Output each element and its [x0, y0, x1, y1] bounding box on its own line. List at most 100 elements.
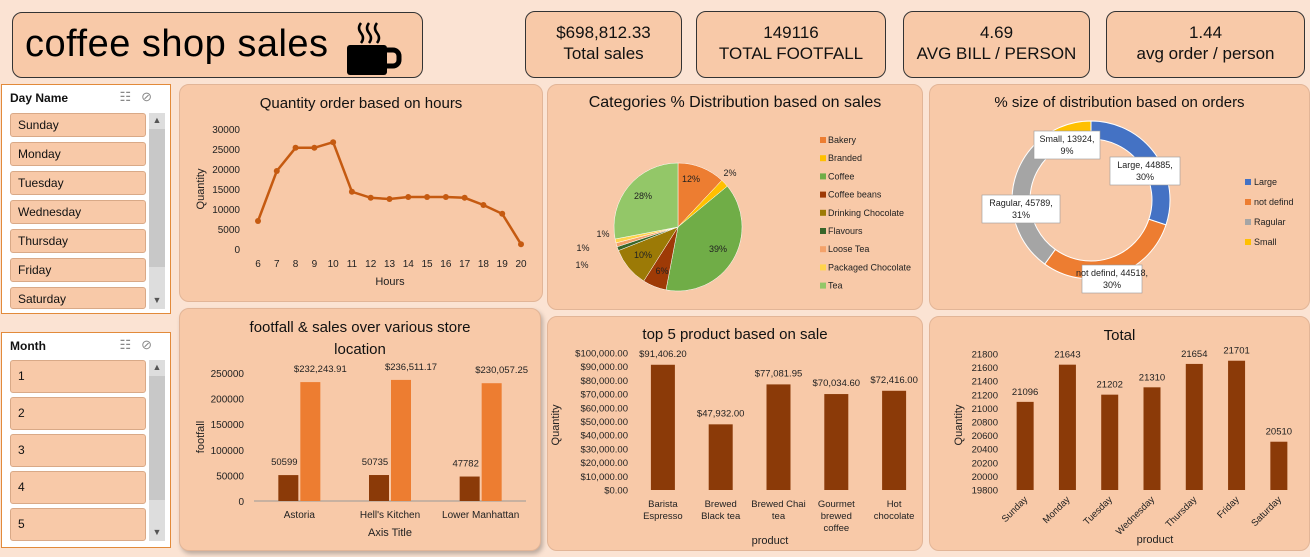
slicer-scrollbar[interactable]: ▲ ▼	[149, 360, 165, 541]
x-tick-label: 6	[255, 259, 261, 270]
bar	[1058, 364, 1076, 490]
legend-label: Flavours	[828, 226, 863, 236]
bar	[1228, 360, 1246, 490]
x-tick-label: Black tea	[701, 511, 741, 522]
bar	[650, 364, 675, 490]
y-tick-label: 20000	[972, 472, 998, 483]
scroll-thumb[interactable]	[149, 376, 165, 500]
donut-data-label: Small, 13924,	[1039, 134, 1094, 144]
slicer-item-thursday[interactable]: Thursday	[10, 229, 146, 253]
y-tick-label: 250000	[211, 369, 245, 380]
pie-slice	[665, 185, 743, 292]
y-tick-label: 50000	[216, 471, 244, 482]
x-tick-label: coffee	[823, 523, 849, 534]
bar	[1101, 394, 1119, 490]
legend-swatch	[820, 282, 826, 289]
slicer-item-month-4[interactable]: 4	[10, 471, 146, 504]
y-tick-label: 200000	[211, 395, 245, 406]
pie-data-label: 10%	[634, 250, 652, 260]
donut-label-box	[1081, 264, 1143, 294]
products-bar-chart: $0.00 $10,000.00 $20,000.00 $30,000.00 $40,0…	[550, 349, 918, 548]
scroll-down-icon[interactable]: ▼	[152, 295, 162, 305]
bar	[1270, 441, 1288, 490]
pie-data-label: 1%	[576, 243, 589, 253]
scroll-down-icon[interactable]: ▼	[152, 527, 162, 537]
scroll-thumb[interactable]	[149, 129, 165, 267]
legend-swatch	[820, 155, 826, 162]
x-tick-label: Friday	[1215, 494, 1242, 521]
data-point	[348, 188, 355, 195]
bar	[300, 382, 321, 501]
kpi-total-footfall: 149116 TOTAL FOOTFALL	[696, 11, 886, 78]
kpi-value: $698,812.33	[556, 23, 651, 42]
kpi-value: 1.44	[1188, 23, 1223, 42]
x-tick-label: 11	[347, 259, 358, 270]
slicer-item-tuesday[interactable]: Tuesday	[10, 171, 146, 195]
legend-swatch	[820, 137, 826, 143]
bar-data-label: 47782	[452, 459, 478, 470]
slicer-item-sunday[interactable]: Sunday	[10, 113, 146, 137]
slicer-item-wednesday[interactable]: Wednesday	[10, 200, 146, 224]
y-tick-label: 5000	[218, 225, 241, 236]
scroll-up-icon[interactable]: ▲	[152, 362, 162, 372]
total-chart-card: Total 19800 20000 20200 20400 20600 20800 2100…	[929, 316, 1310, 551]
data-point	[480, 202, 487, 208]
slicer-item-month-5[interactable]: 5	[10, 508, 146, 541]
coffee-cup-icon	[347, 22, 402, 75]
y-tick-label: 20200	[972, 458, 998, 469]
legend-label: not defind	[1254, 197, 1294, 207]
y-tick-label: 0	[234, 245, 240, 256]
y-axis-title: Quantity	[550, 404, 562, 445]
y-tick-label: $100,000.00	[575, 349, 628, 360]
dashboard-title-box: coffee shop sales	[12, 12, 423, 78]
y-tick-label: 0	[238, 497, 244, 508]
legend-swatch	[820, 173, 826, 180]
y-tick-label: $90,000.00	[580, 362, 628, 373]
x-tick-label: Monday	[1041, 494, 1073, 526]
x-tick-label: Tuesday	[1082, 494, 1115, 527]
kpi-label: Total sales	[563, 44, 644, 63]
slicer-item-friday[interactable]: Friday	[10, 258, 146, 282]
x-tick-label: Hell's Kitchen	[360, 510, 420, 521]
slicer-item-saturday[interactable]: Saturday	[10, 287, 146, 309]
x-tick-label: Saturday	[1249, 494, 1284, 529]
scroll-up-icon[interactable]: ▲	[152, 115, 162, 125]
legend-swatch	[1245, 239, 1251, 245]
multi-select-icon[interactable]: ☷	[119, 89, 142, 104]
legend-label: Coffee beans	[828, 190, 882, 200]
x-tick-label: 14	[403, 259, 415, 270]
bar	[708, 424, 733, 490]
y-tick-label: $60,000.00	[580, 403, 628, 414]
data-point	[255, 218, 261, 224]
data-point	[461, 194, 468, 201]
multi-select-icon[interactable]: ☷	[119, 337, 142, 352]
location-chart-card: footfall & sales over various store loca…	[179, 308, 541, 551]
legend-swatch	[820, 228, 826, 234]
clear-filter-icon[interactable]: ⊘	[141, 337, 162, 352]
slicer-item-monday[interactable]: Monday	[10, 142, 146, 166]
data-point	[386, 196, 393, 202]
x-tick-label: 9	[312, 259, 318, 270]
y-axis-title: Quantity	[953, 404, 965, 445]
x-tick-label: Wednesday	[1114, 494, 1157, 537]
slicer-item-month-2[interactable]: 2	[10, 397, 146, 430]
products-chart-card: top 5 product based on sale $0.00 $10,000…	[547, 316, 923, 551]
clear-filter-icon[interactable]: ⊘	[141, 89, 162, 104]
y-tick-label: 15000	[212, 185, 240, 196]
bar-data-label: 20510	[1266, 427, 1292, 438]
y-tick-label: 20400	[972, 445, 998, 456]
bar-data-label: $230,057.25	[475, 365, 528, 376]
slicer-header: Day Name	[10, 91, 69, 105]
legend-swatch	[1245, 219, 1251, 225]
bar-data-label: 50735	[362, 457, 388, 468]
pie-slice	[613, 162, 679, 240]
bar-data-label: $70,034.60	[813, 378, 861, 389]
data-point	[442, 194, 449, 200]
pie-data-label: 6%	[655, 266, 668, 276]
y-tick-label: 10000	[212, 205, 240, 216]
slicer-scrollbar[interactable]: ▲ ▼	[149, 113, 165, 309]
x-axis-title: Axis Title	[368, 527, 412, 539]
slicer-item-month-1[interactable]: 1	[10, 360, 146, 393]
slicer-item-month-3[interactable]: 3	[10, 434, 146, 467]
location-bar-chart: 0 50000 100000 150000 200000 250000 50599 $232,…	[195, 362, 528, 539]
